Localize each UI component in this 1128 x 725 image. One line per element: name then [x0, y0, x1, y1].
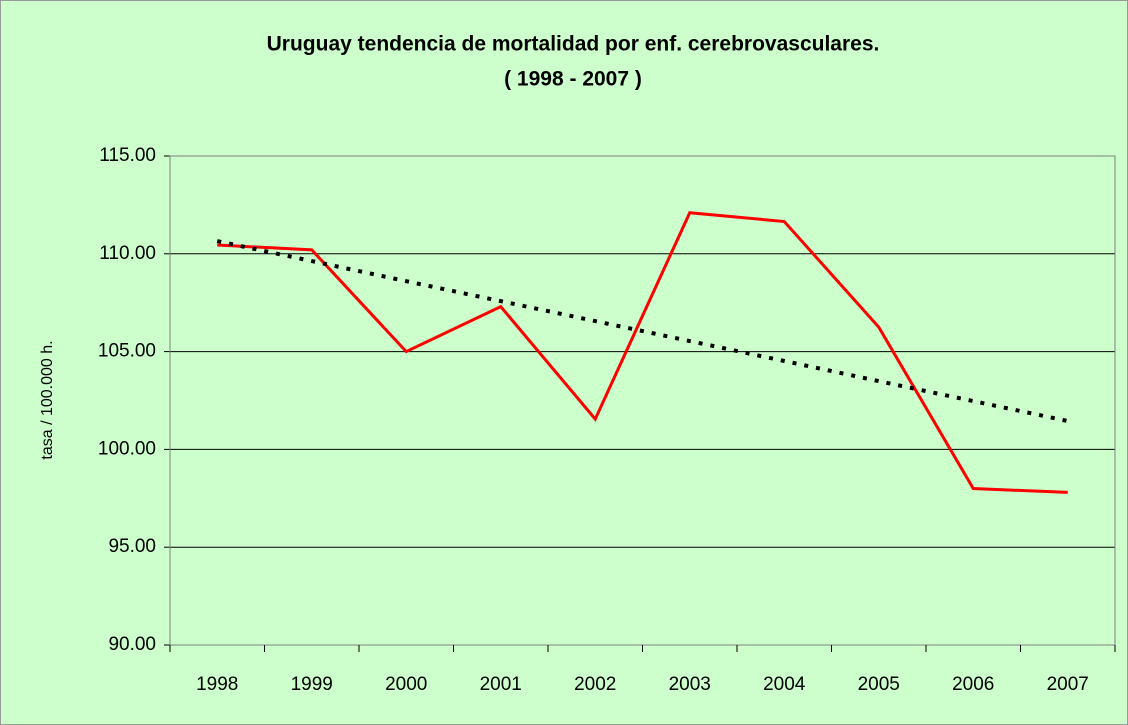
chart-title: Uruguay tendencia de mortalidad por enf.… — [267, 33, 880, 56]
y-tick-label: 100.00 — [98, 438, 156, 459]
x-tick-label: 1999 — [291, 674, 333, 695]
y-tick-label: 115.00 — [99, 145, 156, 166]
data-line — [217, 211, 1068, 494]
x-tick-label: 2000 — [385, 674, 427, 695]
x-tick-label: 2005 — [858, 674, 900, 695]
x-tick-label: 2001 — [480, 674, 522, 695]
y-axis-label: tasa / 100.000 h. — [39, 340, 56, 459]
y-tick-label: 90.00 — [108, 634, 156, 655]
x-tick-label: 2004 — [763, 674, 806, 695]
y-tick-label: 110.00 — [99, 243, 156, 264]
chart-subtitle: ( 1998 - 2007 ) — [504, 68, 642, 91]
x-tick-label: 2003 — [669, 674, 711, 695]
x-tick-label: 2002 — [574, 674, 616, 695]
trend-line — [216, 239, 1069, 423]
x-tick-label: 1998 — [196, 674, 238, 695]
x-tick-label: 2007 — [1047, 674, 1089, 695]
y-tick-label: 105.00 — [98, 341, 156, 362]
x-tick-label: 2006 — [952, 674, 994, 695]
y-tick-label: 95.00 — [108, 536, 156, 557]
